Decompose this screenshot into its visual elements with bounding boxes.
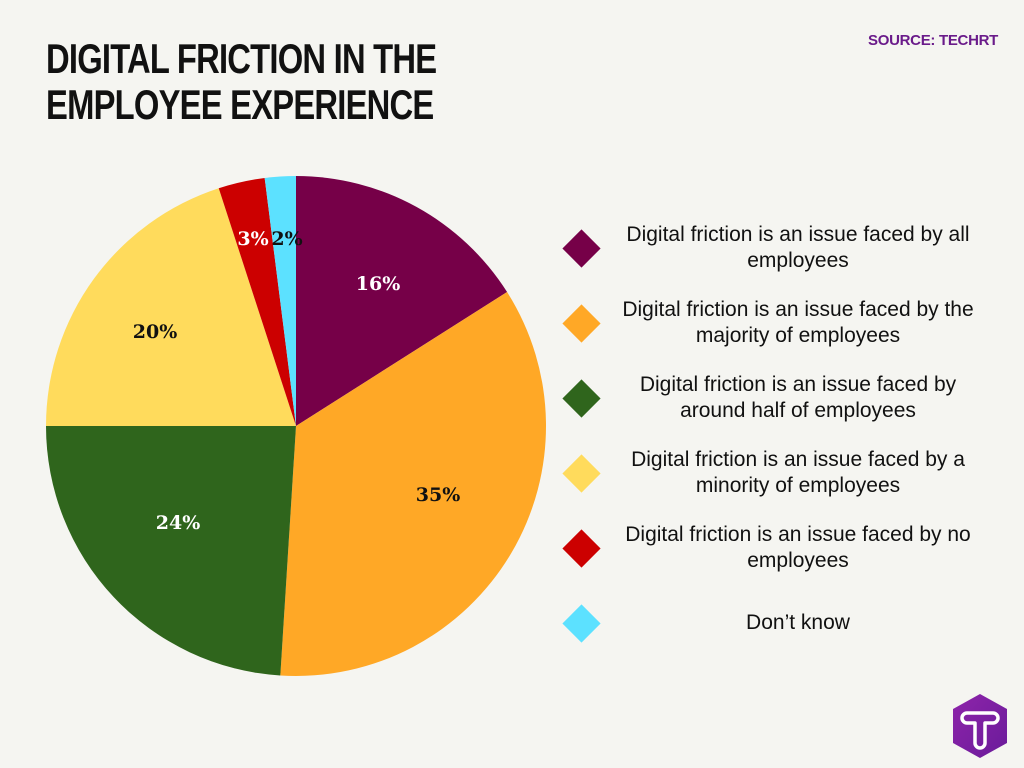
legend-item-none: Digital friction is an issue faced by no… [560,522,1000,597]
source-label: SOURCE: TECHRT [868,32,998,49]
pie-slice [280,292,546,676]
diamond-icon [562,304,601,343]
legend-label: Digital friction is an issue faced by al… [626,223,970,272]
slice-label: 2% [271,228,302,250]
legend-label: Digital friction is an issue faced by no… [625,523,971,572]
slice-label: 24% [156,512,201,534]
pie-chart: 16% 35% 24% 20% 3% 2% [46,176,546,676]
pie-slice [218,177,296,426]
legend-item-dont-know: Don’t know [560,597,1000,672]
legend-item-minority: Digital friction is an issue faced by a … [560,447,1000,522]
legend-item-half: Digital friction is an issue faced by ar… [560,372,1000,447]
techrt-logo-icon [953,694,1007,758]
pie-slice [264,176,296,426]
legend-item-all: Digital friction is an issue faced by al… [560,222,1000,297]
legend-label: Digital friction is an issue faced by ar… [639,373,957,422]
diamond-icon [562,604,601,643]
legend-label: Don’t know [746,611,850,634]
legend-label: Digital friction is an issue faced by th… [622,298,974,347]
legend-label: Digital friction is an issue faced by a … [631,448,965,497]
pie-slice [296,176,508,426]
slice-label: 3% [237,228,268,250]
slice-label: 16% [356,273,401,295]
chart-title: DIGITAL FRICTION IN THE EMPLOYEE EXPERIE… [46,35,437,128]
legend: Digital friction is an issue faced by al… [560,222,1000,672]
pie-slice [46,188,296,426]
diamond-icon [562,229,601,268]
slice-label: 20% [133,321,178,343]
diamond-icon [562,379,601,418]
slice-label: 35% [416,484,461,506]
diamond-icon [562,454,601,493]
diamond-icon [562,529,601,568]
pie-slice [46,426,296,676]
legend-item-majority: Digital friction is an issue faced by th… [560,297,1000,372]
